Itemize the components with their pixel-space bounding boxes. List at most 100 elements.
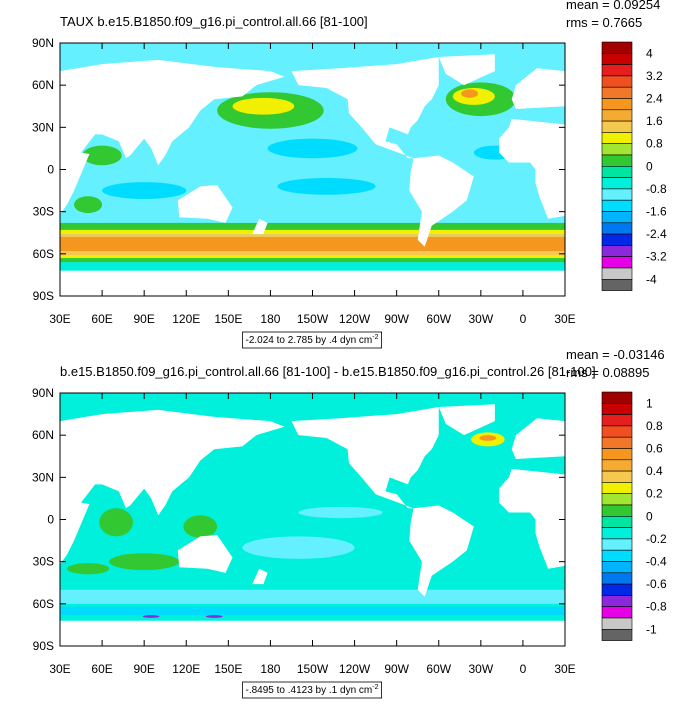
colorbar-label: 0.6 (646, 442, 663, 456)
colorbar-label: 0 (646, 509, 653, 523)
colorbar-box (601, 549, 633, 562)
field-patch (183, 515, 218, 538)
land (252, 218, 268, 235)
field-patch (74, 196, 103, 214)
colorbar-label: 0.2 (646, 487, 663, 501)
colorbar-box (601, 436, 633, 449)
colorbar-box (601, 459, 633, 472)
colorbar-box (601, 199, 633, 212)
lat-label: 30N (32, 470, 54, 484)
field-band (60, 606, 565, 616)
colorbar-box (601, 256, 633, 269)
field-band (60, 229, 565, 235)
colorbar-label: -4 (646, 272, 657, 286)
lat-label: 30N (32, 120, 54, 134)
colorbar-box (601, 120, 633, 133)
field-band (60, 251, 565, 256)
lat-label: 60N (32, 428, 54, 442)
colorbar-box (601, 515, 633, 528)
range-text: -.8495 to .4123 by .1 dyn cm (246, 685, 373, 696)
range-box (242, 681, 382, 699)
land (499, 118, 565, 219)
colorbar-box (601, 64, 633, 77)
land (291, 57, 439, 159)
colorbar-box (601, 538, 633, 551)
lon-label: 30W (468, 662, 493, 676)
lon-label: 30E (554, 312, 575, 326)
colorbar-label: -1 (646, 622, 657, 636)
lat-label: 30S (33, 555, 54, 569)
rms-stat: rms = 0.08895 (566, 365, 649, 380)
lon-label: 60W (426, 662, 451, 676)
mean-stat: mean = -0.03146 (566, 347, 665, 362)
colorbar-label: -0.8 (646, 600, 667, 614)
land (177, 534, 233, 573)
lon-label: 150E (214, 662, 242, 676)
land (409, 505, 474, 597)
lon-label: 120E (172, 312, 200, 326)
range-note: -.8495 to .4123 by .1 dyn cm-2 (246, 684, 379, 696)
colorbar-box (601, 143, 633, 156)
field-band (60, 255, 565, 259)
colorbar-label: 3.2 (646, 69, 663, 83)
lon-label: 60E (91, 662, 112, 676)
lon-label: 120E (172, 662, 200, 676)
lon-label: 30W (468, 312, 493, 326)
land (438, 54, 495, 86)
lat-label: 60N (32, 78, 54, 92)
field-band (60, 222, 565, 230)
lat-label: 60S (33, 597, 54, 611)
colorbar-box (601, 583, 633, 596)
land (511, 418, 565, 460)
colorbar-box (601, 177, 633, 190)
land (60, 620, 565, 646)
land (511, 68, 565, 110)
land (291, 407, 439, 509)
panel-title: b.e15.B1850.f09_g16.pi_control.all.66 [8… (60, 364, 596, 379)
lon-label: 30E (49, 662, 70, 676)
lon-label: 150E (214, 312, 242, 326)
colorbar-box (601, 425, 633, 438)
colorbar-box (601, 414, 633, 427)
colorbar-box (601, 278, 633, 291)
lon-label: 60E (91, 312, 112, 326)
lon-label: 90E (133, 312, 154, 326)
field-band (60, 589, 565, 604)
rms-stat: rms = 0.7665 (566, 15, 642, 30)
colorbar-label: 4 (646, 46, 653, 60)
colorbar-box (601, 211, 633, 224)
land (60, 270, 565, 296)
colorbar-box (601, 561, 633, 574)
colorbar-label: 0.4 (646, 464, 663, 478)
field-patch (205, 615, 223, 618)
field-patch (109, 553, 180, 571)
mean-stat: mean = 0.09254 (566, 0, 660, 12)
lat-label: 90S (33, 639, 54, 653)
range-note: -2.024 to 2.785 by .4 dyn cm-2 (246, 334, 379, 346)
land (252, 568, 268, 585)
map-panel: 90N 60N 30N 0 30S 60S 90S 30E 60E 90E 120E 150E 180 1… (32, 0, 667, 349)
lon-label: 30E (49, 312, 70, 326)
field-patch (298, 506, 383, 519)
lon-label: 0 (520, 662, 527, 676)
lat-label: 90N (32, 36, 54, 50)
colorbar-label: 2.4 (646, 92, 663, 106)
lat-label: 90N (32, 386, 54, 400)
lat-label: 60S (33, 247, 54, 261)
lon-label: 150W (297, 662, 329, 676)
field-band (60, 234, 565, 237)
colorbar-box (601, 75, 633, 88)
colorbar-label: -2.4 (646, 227, 667, 241)
colorbar-box (601, 470, 633, 483)
range-box (242, 331, 382, 349)
field-patch (242, 536, 355, 559)
colorbar-box (601, 245, 633, 257)
colorbar-box (601, 233, 633, 246)
colorbar-box (601, 188, 633, 201)
colorbar-box (601, 493, 633, 506)
colorbar-label: 0.8 (646, 137, 663, 151)
lat-label: 0 (47, 163, 54, 177)
colorbar-box (601, 617, 633, 630)
